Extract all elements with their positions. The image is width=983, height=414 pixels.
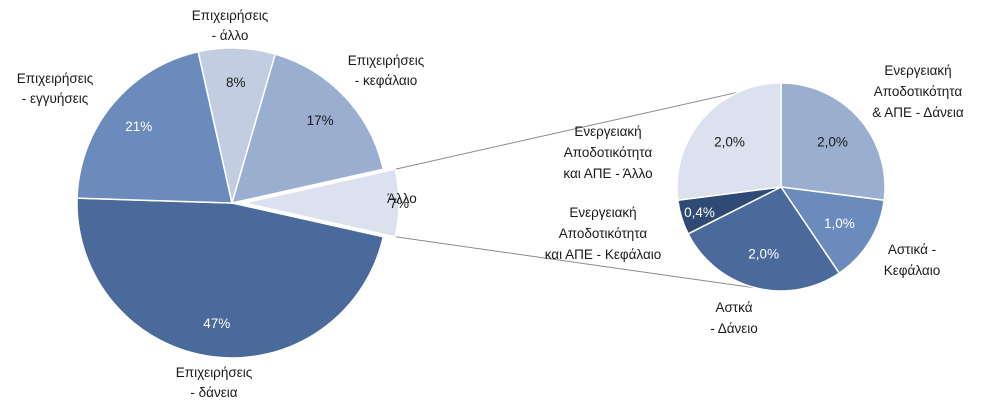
sub-slice-αστκά-δάνειο-category-label-line: - Δάνειο	[710, 321, 758, 336]
sub-slice-αστικά-κεφάλαιο-category-label-line: Αστικά -	[888, 242, 936, 257]
sub-slice-αστικά-κεφάλαιο-category-label: Αστικά - Κεφάλαιο	[884, 242, 940, 278]
slice-επιχειρήσεις-δάνεια-category-label-line: - δάνεια	[190, 385, 237, 400]
connector-line-bottom	[395, 236, 778, 292]
connector-line-top	[395, 82, 780, 170]
slice-επιχειρήσεις-κεφάλαιο-category-label-line: Επιχειρήσεις	[348, 53, 425, 68]
sub-slice-ενεργειακή-αποδοτικότητα-και-απε-άλλο-category-label-line: Αποδοτικότητα	[564, 145, 653, 160]
slice-επιχειρήσεις-εγγυήσεις-value-label: 21%	[125, 119, 152, 134]
slice-επιχειρήσεις-άλλο-category-label: Επιχειρήσεις - άλλο	[192, 8, 269, 43]
sub-slice-ενεργειακή-αποδοτικότητα-και-απε-άλλο	[676, 82, 782, 202]
slice-επιχειρήσεις-κεφάλαιο-category-label-line: - κεφάλαιο	[355, 73, 417, 88]
slice-επιχειρήσεις-άλλο-category-label-line: - άλλο	[212, 28, 249, 43]
sub-slice-ενεργειακή-αποδοτικότητα-και-απε-κεφάλαιο-category-label-line: Αποδοτικότητα	[559, 226, 648, 241]
connector-lines	[395, 82, 780, 292]
sub-slice-ενεργειακή-αποδοτικότητα-και-απε-κεφάλαιο-category-label-line: και ΑΠΕ - Κεφάλαιο	[545, 247, 662, 262]
slice-επιχειρήσεις-δάνεια-value-label: 47%	[203, 316, 230, 331]
sub-slice-αστκά-δάνειο-category-label: Αστκά - Δάνειο	[710, 300, 758, 336]
sub-slice-ενεργειακή-αποδοτικότητα-και-απε-κεφάλαιο-category-label-line: Ενεργειακή	[569, 205, 636, 220]
sub-slice-ενεργειακή-αποδοτικότητα-και-απε-κεφάλαιο-category-label: Ενεργειακή Αποδοτικότητα και ΑΠΕ - Κεφάλαι…	[545, 205, 662, 262]
main-pie: 7% 47% 21% 8% 17%	[76, 47, 410, 359]
sub-slice-ενεργειακή-αποδοτικότητα-και-απε-κεφάλαιο-value-label: 0,4%	[684, 205, 715, 220]
slice-επιχειρήσεις-κεφάλαιο-value-label: 17%	[307, 113, 334, 128]
sub-slice-αστκά-δάνειο-value-label: 2,0%	[748, 246, 779, 261]
slice-άλλο-value-label: 7%	[390, 196, 410, 211]
slice-επιχειρήσεις-εγγυήσεις-category-label-line: - εγγυήσεις	[22, 91, 89, 106]
sub-slice-αστικά-κεφάλαιο	[779, 186, 885, 275]
slice-επιχειρήσεις-άλλο-category-label-line: Επιχειρήσεις	[192, 8, 269, 23]
slice-επιχειρήσεις-άλλο-value-label: 8%	[226, 75, 246, 90]
sub-slice-αστκά-δάνειο-category-label-line: Αστκά	[715, 300, 752, 315]
slice-άλλο-category-label-line: Άλλο	[387, 191, 417, 206]
sub-slice-ενεργειακή-αποδοτικότητα-απε-δάνεια	[780, 82, 886, 202]
labels: Άλλο Επιχειρήσεις - δάνεια Επιχειρήσεις - εγ…	[17, 8, 964, 400]
sub-slice-ενεργειακή-αποδοτικότητα-και-απε-άλλο-category-label: Ενεργειακή Αποδοτικότητα και ΑΠΕ - Άλλο	[563, 124, 652, 181]
sub-slice-αστκά-δάνειο	[687, 186, 841, 292]
slice-επιχειρήσεις-κεφάλαιο	[230, 53, 385, 205]
slice-επιχειρήσεις-εγγυήσεις	[76, 50, 233, 204]
slice-επιχειρήσεις-κεφάλαιο-category-label: Επιχειρήσεις - κεφάλαιο	[348, 53, 425, 88]
slice-επιχειρήσεις-δάνεια	[76, 197, 385, 359]
sub-slice-ενεργειακή-αποδοτικότητα-και-απε-άλλο-category-label-line: και ΑΠΕ - Άλλο	[563, 166, 652, 181]
slice-επιχειρήσεις-δάνεια-category-label-line: Επιχειρήσεις	[176, 365, 253, 380]
sub-slice-αστικά-κεφάλαιο-value-label: 1,0%	[824, 216, 855, 231]
sub-slice-ενεργειακή-αποδοτικότητα-και-απε-άλλο-category-label-line: Ενεργειακή	[574, 124, 641, 139]
sub-slice-ενεργειακή-αποδοτικότητα-απε-δάνεια-category-label-line: & ΑΠΕ - Δάνεια	[872, 105, 964, 120]
sub-slice-ενεργειακή-αποδοτικότητα-απε-δάνεια-category-label-line: Αποδοτικότητα	[874, 84, 963, 99]
slice-επιχειρήσεις-εγγυήσεις-category-label-line: Επιχειρήσεις	[17, 71, 94, 86]
sub-slice-ενεργειακή-αποδοτικότητα-απε-δάνεια-category-label-line: Ενεργειακή	[884, 63, 951, 78]
sub-slice-αστικά-κεφάλαιο-category-label-line: Κεφάλαιο	[884, 263, 940, 278]
slice-άλλο	[243, 168, 400, 238]
sub-slice-ενεργειακή-αποδοτικότητα-απε-δάνεια-category-label: Ενεργειακή Αποδοτικότητα & ΑΠΕ - Δάνεια	[872, 63, 964, 120]
slice-επιχειρήσεις-εγγυήσεις-category-label: Επιχειρήσεις - εγγυήσεις	[17, 71, 94, 106]
slice-επιχειρήσεις-δάνεια-category-label: Επιχειρήσεις - δάνεια	[176, 365, 253, 400]
sub-pie: 2,0% 1,0% 2,0% 0,4% 2,0%	[676, 82, 886, 292]
sub-slice-ενεργειακή-αποδοτικότητα-απε-δάνεια-value-label: 2,0%	[817, 135, 848, 150]
sub-slice-ενεργειακή-αποδοτικότητα-και-απε-άλλο-value-label: 2,0%	[714, 135, 745, 150]
slice-άλλο-category-label: Άλλο	[387, 191, 417, 206]
